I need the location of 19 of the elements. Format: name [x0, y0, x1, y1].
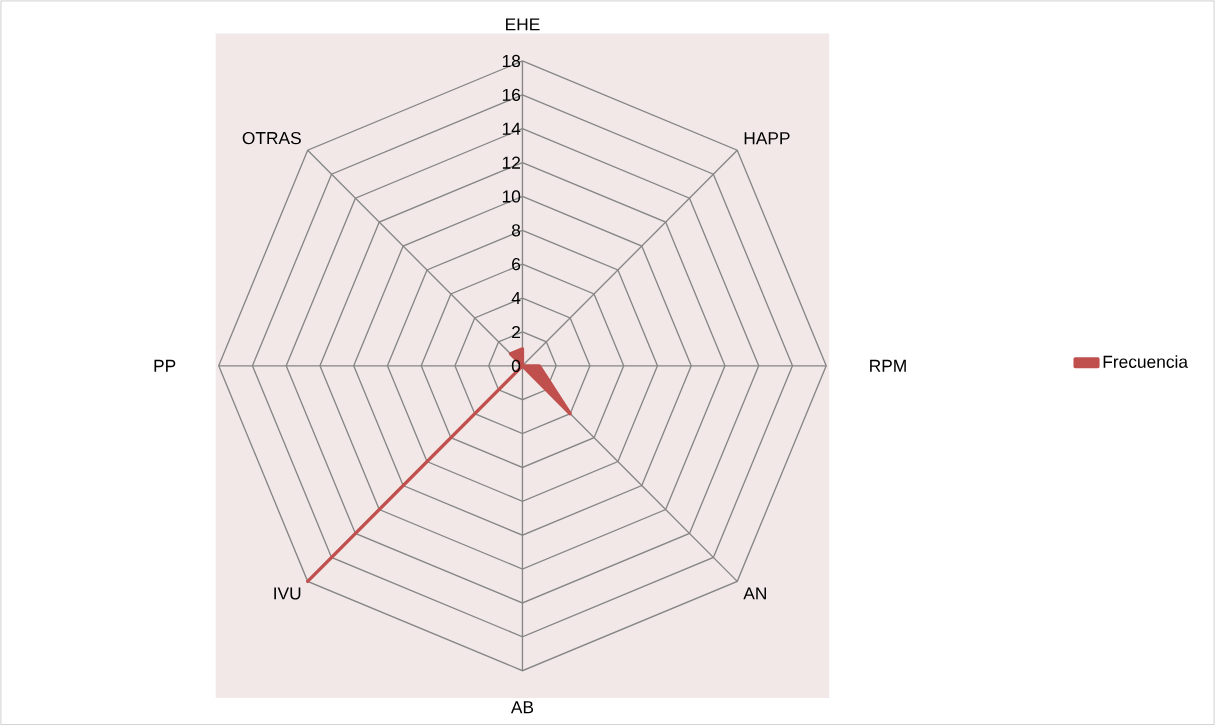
- y-tick-label: 14: [502, 122, 521, 135]
- y-tick-label: 16: [502, 88, 521, 102]
- y-tick-label: 0: [511, 359, 521, 373]
- spoke-label: AB: [510, 701, 534, 714]
- spoke-label: OTRAS: [242, 132, 301, 145]
- spoke-label: EHE: [506, 18, 540, 31]
- y-tick-label: 4: [511, 292, 521, 305]
- legend-label: Frecuencia: [1103, 355, 1189, 369]
- y-tick-label: 2: [512, 326, 520, 339]
- y-tick-label: 12: [502, 156, 520, 169]
- spoke-label: AN: [743, 587, 766, 600]
- y-tick-label: 6: [512, 258, 521, 271]
- spoke-label: RPM: [870, 360, 906, 373]
- spoke-label: HAPP: [744, 132, 790, 145]
- spoke-label: PP: [154, 360, 176, 373]
- y-tick-label: 18: [502, 55, 521, 68]
- y-tick-label: 8: [511, 224, 521, 237]
- spoke-label: IVU: [274, 587, 301, 600]
- y-tick-label: 10: [502, 190, 521, 203]
